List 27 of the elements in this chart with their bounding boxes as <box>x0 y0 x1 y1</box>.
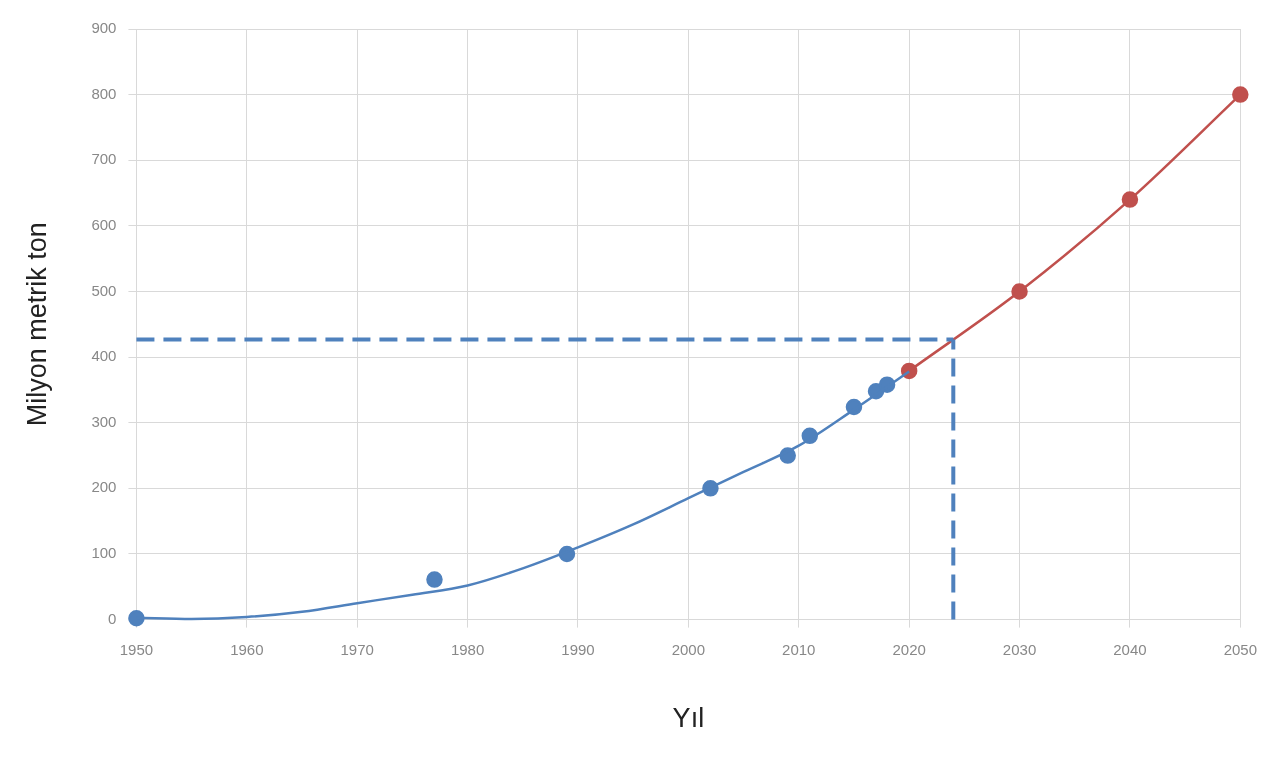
x-tick-label: 1980 <box>450 640 485 658</box>
y-tick-label: 900 <box>91 19 117 37</box>
y-tick-label: 800 <box>91 84 117 102</box>
y-tick-label: 100 <box>91 544 117 562</box>
x-tick-label: 2010 <box>782 640 816 658</box>
point <box>1011 283 1028 300</box>
y-tick-label: 600 <box>91 216 117 234</box>
x-axis-title: Yıl <box>672 703 705 734</box>
point <box>1121 191 1139 208</box>
y-tick-label: 700 <box>91 150 117 168</box>
y-tick-label: 0 <box>108 609 117 627</box>
x-tick-label: 1990 <box>561 640 595 658</box>
x-tick-label: 1950 <box>119 640 154 658</box>
x-tick-label: 2040 <box>1113 640 1147 658</box>
point <box>426 571 443 588</box>
y-tick-label: 200 <box>91 478 117 496</box>
x-tick-label: 1970 <box>340 640 374 658</box>
x-tick-label: 2050 <box>1223 640 1257 658</box>
x-tick-label: 2020 <box>892 640 926 658</box>
y-tick-label: 500 <box>91 281 117 299</box>
y-tick-label: 300 <box>91 412 117 430</box>
y-axis-title: Milyon metrik ton <box>21 222 52 427</box>
x-tick-label: 2030 <box>1002 640 1037 658</box>
x-tick-label: 1960 <box>230 640 264 658</box>
y-tick-label: 400 <box>91 347 117 365</box>
point <box>1232 86 1249 103</box>
x-tick-label: 2000 <box>671 640 706 658</box>
